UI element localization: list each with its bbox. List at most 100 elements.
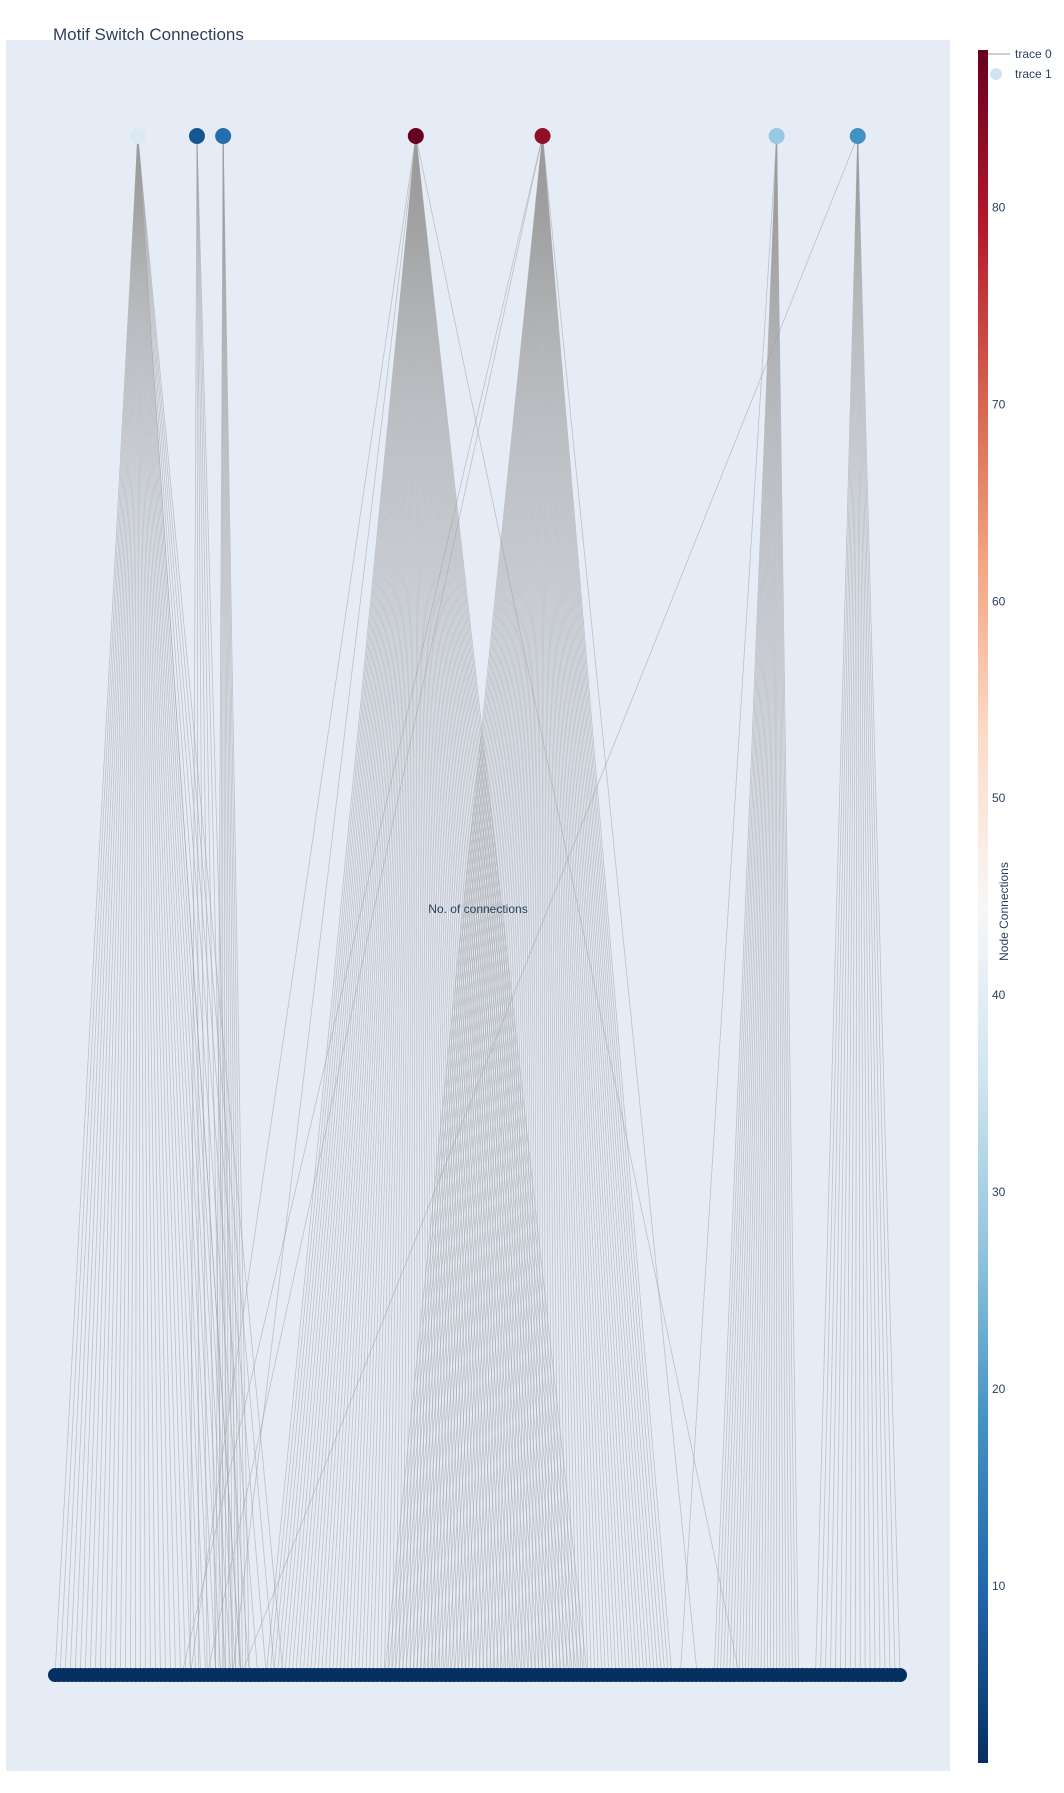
edge-line bbox=[429, 135, 543, 1676]
colorbar-tick-label: 10 bbox=[992, 1579, 1006, 1593]
edge-line bbox=[129, 135, 139, 1676]
edge-line bbox=[415, 135, 418, 1676]
edge-line bbox=[542, 135, 617, 1676]
edge-line bbox=[137, 135, 232, 1676]
edge-line bbox=[137, 135, 192, 1676]
edge-line bbox=[534, 135, 543, 1676]
top-node[interactable] bbox=[849, 128, 866, 144]
edge-line bbox=[454, 135, 543, 1676]
edge-line bbox=[415, 135, 492, 1676]
edge-line bbox=[137, 135, 182, 1676]
top-node[interactable] bbox=[215, 128, 232, 144]
edge-line bbox=[415, 135, 522, 1676]
edge-line bbox=[387, 135, 543, 1676]
top-node[interactable] bbox=[534, 128, 551, 144]
edge-line bbox=[119, 135, 139, 1676]
edge-line bbox=[415, 135, 570, 1676]
edge-line bbox=[302, 135, 417, 1676]
edge-line bbox=[513, 135, 543, 1676]
edge-line bbox=[815, 135, 859, 1676]
legend[interactable]: trace 0 trace 1 bbox=[983, 47, 1052, 81]
edge-line bbox=[440, 135, 543, 1676]
edge-line bbox=[265, 135, 417, 1676]
edge-line bbox=[137, 135, 242, 1676]
edge-line bbox=[181, 135, 543, 1676]
legend-label: trace 0 bbox=[1015, 47, 1052, 61]
edge-line bbox=[713, 135, 778, 1676]
colorbar-tick-label: 80 bbox=[992, 201, 1006, 215]
edge-line bbox=[406, 135, 417, 1676]
edge-line bbox=[506, 135, 543, 1676]
edge-line bbox=[287, 135, 417, 1676]
edge-line bbox=[457, 135, 543, 1676]
edge-line bbox=[542, 135, 634, 1676]
edge-line bbox=[542, 135, 624, 1676]
edge-line bbox=[830, 135, 859, 1676]
edge-line bbox=[723, 135, 778, 1676]
edge-line bbox=[542, 135, 592, 1676]
edge-line bbox=[679, 135, 778, 1676]
legend-marker-swatch bbox=[990, 68, 1002, 80]
edge-line bbox=[542, 135, 627, 1676]
edge-line bbox=[524, 135, 543, 1676]
edge-line bbox=[324, 135, 417, 1676]
edge-line bbox=[726, 135, 778, 1676]
edge-line bbox=[735, 135, 778, 1676]
edge-line bbox=[542, 135, 641, 1676]
edge-line bbox=[542, 135, 631, 1676]
edge-line bbox=[415, 135, 566, 1676]
legend-item-trace-1[interactable]: trace 1 bbox=[990, 67, 1052, 81]
edge-line bbox=[757, 135, 778, 1676]
edge-line bbox=[354, 135, 417, 1676]
edge-line bbox=[369, 135, 417, 1676]
colorbar: 10 20 30 40 50 60 70 80 Node Connections bbox=[978, 50, 1011, 1763]
edge-line bbox=[751, 135, 778, 1676]
edge-line bbox=[542, 135, 666, 1676]
top-node[interactable] bbox=[407, 128, 424, 144]
colorbar-tick-label: 40 bbox=[992, 988, 1006, 1002]
top-node[interactable] bbox=[768, 128, 785, 144]
edge-line bbox=[776, 135, 784, 1676]
edge-line bbox=[503, 135, 543, 1676]
edge-line bbox=[137, 135, 207, 1676]
edge-line bbox=[763, 135, 778, 1676]
legend-item-trace-0[interactable]: trace 0 bbox=[983, 47, 1052, 61]
edge-line bbox=[415, 135, 511, 1676]
edge-line bbox=[415, 135, 489, 1676]
colorbar-title: Node Connections bbox=[997, 862, 1011, 961]
colorbar-tick-label: 30 bbox=[992, 1185, 1006, 1199]
top-node[interactable] bbox=[129, 128, 146, 144]
edge-line bbox=[372, 135, 417, 1676]
colorbar-tick-label: 20 bbox=[992, 1382, 1006, 1396]
edge-line bbox=[124, 135, 139, 1676]
edge-line bbox=[137, 135, 187, 1676]
chart-title: Motif Switch Connections bbox=[53, 25, 244, 44]
edge-line bbox=[461, 135, 543, 1676]
edge-line bbox=[542, 135, 578, 1676]
edge-line bbox=[482, 135, 543, 1676]
colorbar-gradient bbox=[978, 50, 988, 1763]
edge-line bbox=[412, 135, 543, 1676]
edge-line bbox=[760, 135, 778, 1676]
edge-line bbox=[339, 135, 417, 1676]
edge-line bbox=[196, 135, 233, 1676]
edge-line bbox=[273, 135, 417, 1676]
edge-line bbox=[464, 135, 543, 1676]
bottom-node-layer bbox=[48, 1668, 907, 1682]
edge-line bbox=[542, 135, 596, 1676]
edge-line bbox=[542, 135, 652, 1676]
edge-line bbox=[542, 135, 547, 1676]
edge-line bbox=[773, 135, 778, 1676]
edge-line bbox=[137, 135, 217, 1676]
bottom-node[interactable] bbox=[893, 1668, 907, 1682]
top-node[interactable] bbox=[188, 128, 205, 144]
edge-line bbox=[531, 135, 543, 1676]
edge-line bbox=[844, 135, 859, 1676]
edge-line bbox=[221, 135, 224, 1676]
edge-line bbox=[196, 135, 208, 1676]
edge-line bbox=[415, 135, 485, 1676]
edge-line bbox=[520, 135, 543, 1676]
edge-line bbox=[137, 135, 166, 1676]
edge-line bbox=[419, 135, 543, 1676]
